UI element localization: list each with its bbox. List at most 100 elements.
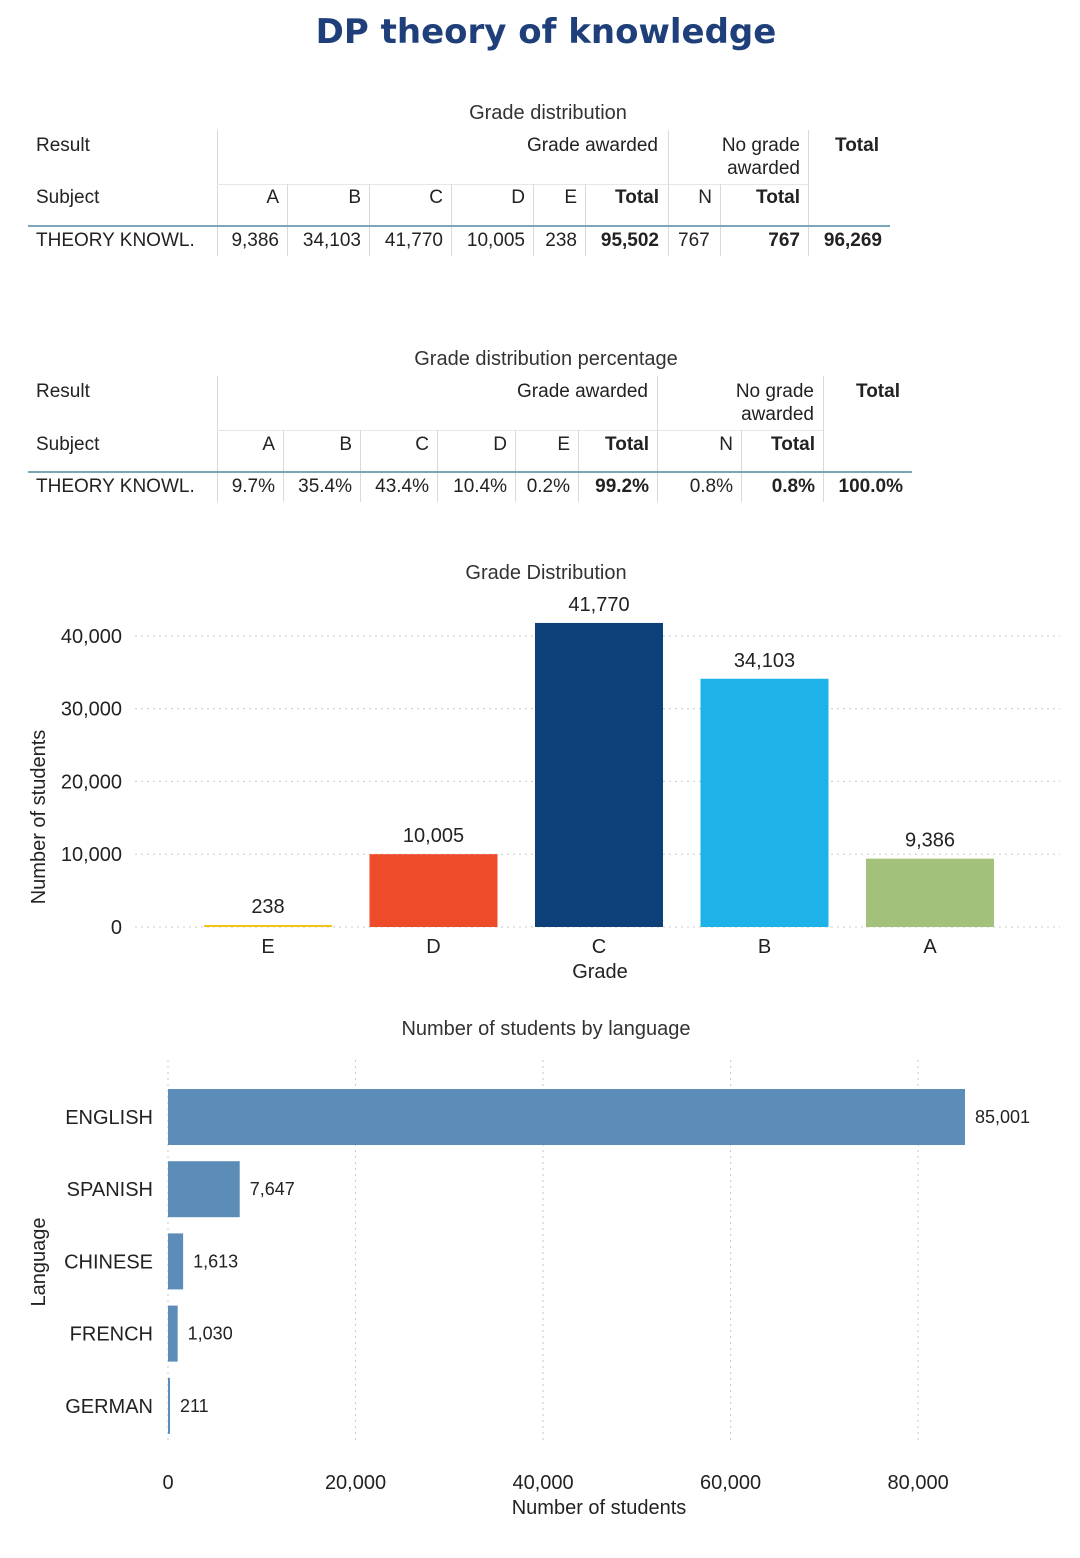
y-tick-label: CHINESE [64,1251,153,1273]
no-grade-header-line2: awarded [727,158,800,179]
y-tick-label: 40,000 [61,626,122,648]
x-tick-label: E [261,936,274,958]
total-header: Total [856,381,900,402]
no-grade-header-line1: No grade [735,381,814,402]
cell-e: 238 [545,230,577,251]
x-tick-label: B [758,936,771,958]
no-grade-header-line2: awarded [741,404,814,425]
table-percent: Result Grade awarded No grade awarded To… [0,0,1080,560]
subject-label: Subject [36,187,100,208]
cell-c: 43.4% [375,476,429,497]
grade-awarded-header: Grade awarded [527,135,658,156]
chart-title: Grade Distribution [465,562,626,584]
cell-a: 9.7% [231,476,275,497]
col-header-no-grade-total: Total [771,434,815,455]
y-tick-label: ENGLISH [65,1107,153,1129]
chart-title: Number of students by language [401,1018,690,1040]
x-axis-label: Grade [572,961,628,983]
y-tick-label: GERMAN [65,1396,153,1418]
cell-e: 0.2% [526,476,570,497]
page-title: DP theory of knowledge [315,12,777,52]
bar-d [369,854,498,927]
bar-b [700,678,829,927]
cell-total: 95,502 [600,230,659,251]
data-label: 1,030 [188,1324,233,1344]
result-label: Result [36,135,90,156]
x-tick-label: 20,000 [325,1472,386,1494]
col-header-e: E [557,434,570,455]
bar-a [866,858,994,927]
bar-e [204,925,332,927]
data-label: 238 [251,896,284,918]
bar-german [168,1377,170,1434]
cell-d: 10.4% [453,476,507,497]
col-header-total: Total [605,434,649,455]
subject-label: Subject [36,434,100,455]
result-label: Result [36,381,90,402]
col-header-a: A [266,187,279,208]
total-header: Total [835,135,879,156]
x-tick-label: C [592,936,606,958]
data-label: 1,613 [193,1251,238,1271]
bar-spanish [168,1161,240,1218]
cell-grand-total: 100.0% [838,476,903,497]
cell-grand-total: 96,269 [823,230,882,251]
col-header-b: B [348,187,361,208]
data-label: 10,005 [403,825,464,847]
cell-a: 9,386 [231,230,279,251]
col-header-c: C [415,434,429,455]
cell-d: 10,005 [466,230,525,251]
y-tick-label: FRENCH [70,1324,153,1346]
y-tick-label: 0 [111,917,122,939]
x-tick-label: A [923,936,937,958]
bar-french [168,1305,178,1362]
y-tick-label: SPANISH [67,1179,153,1201]
y-axis-label: Number of students [28,730,50,905]
data-label: 211 [180,1396,209,1416]
table-counts: Result Grade awarded No grade awarded To… [0,0,1080,300]
row-subject: THEORY KNOWL. [36,476,195,497]
data-label: 7,647 [250,1179,295,1199]
data-label: 9,386 [905,830,955,852]
cell-n: 767 [678,230,710,251]
x-tick-label: D [426,936,440,958]
data-label: 41,770 [568,594,629,616]
grade-distribution-chart: Grade Distribution 0 10,000 20,000 30,000 40… [28,562,1060,983]
col-header-d: D [511,187,525,208]
cell-b: 35.4% [298,476,352,497]
col-header-b: B [339,434,352,455]
y-tick-label: 20,000 [61,771,122,793]
col-header-a: A [262,434,275,455]
x-axis-label: Number of students [512,1497,687,1519]
col-header-d: D [493,434,507,455]
y-tick-label: 30,000 [61,699,122,721]
bar-chinese [168,1233,184,1290]
no-grade-header-line1: No grade [721,135,800,156]
y-tick-label: 10,000 [61,844,122,866]
col-header-c: C [429,187,443,208]
cell-b: 34,103 [302,230,361,251]
bar-english [168,1089,965,1145]
cell-n: 0.8% [689,476,733,497]
x-tick-label: 40,000 [512,1472,573,1494]
table-percent-caption: Grade distribution percentage [414,348,678,370]
col-header-no-grade-total: Total [756,187,800,208]
cell-c: 41,770 [384,230,443,251]
data-label: 34,103 [734,650,795,672]
grade-awarded-header: Grade awarded [517,381,648,402]
data-label: 85,001 [975,1107,1030,1127]
bar-c [535,622,663,927]
table-counts-caption: Grade distribution [469,102,627,124]
col-header-n: N [719,434,733,455]
cell-total: 99.2% [595,476,649,497]
x-tick-label: 80,000 [888,1472,949,1494]
col-header-n: N [698,187,712,208]
language-chart: Number of students by language 85,001 7,6… [28,1018,1030,1519]
y-axis-label: Language [28,1218,50,1307]
row-subject: THEORY KNOWL. [36,230,195,251]
cell-no-grade-total: 0.8% [771,476,815,497]
x-tick-label: 60,000 [700,1472,761,1494]
x-tick-label: 0 [162,1472,173,1494]
col-header-total: Total [615,187,659,208]
cell-no-grade-total: 767 [768,230,800,251]
